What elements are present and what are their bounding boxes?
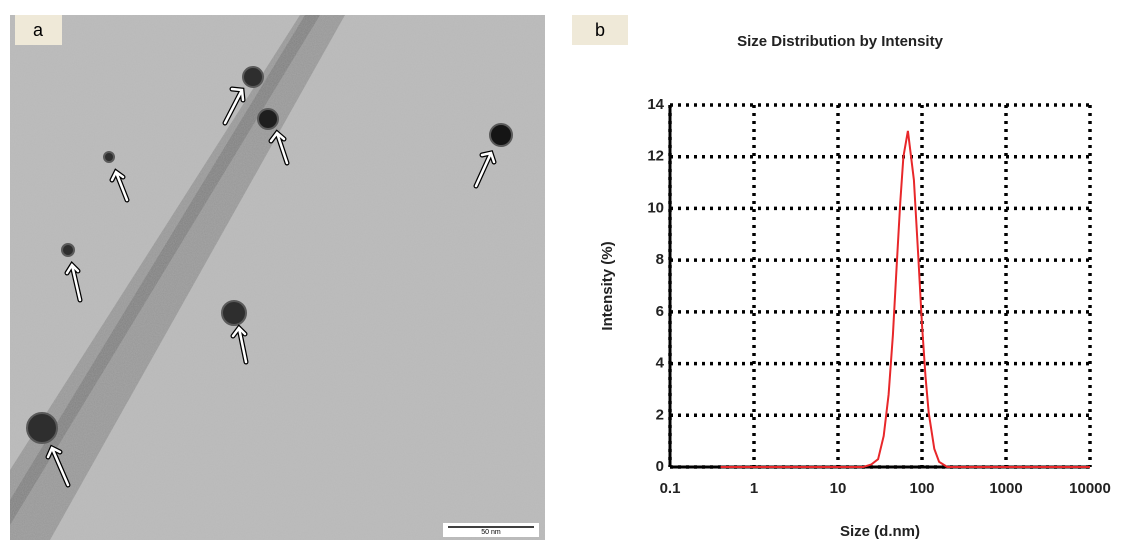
y-tick-label: 4 (656, 355, 665, 372)
panel-label-box (572, 15, 628, 45)
y-tick-label: 6 (656, 303, 664, 320)
x-tick-label: 100 (909, 480, 934, 497)
x-axis-label: Size (d.nm) (840, 523, 920, 540)
y-tick-label: 0 (656, 458, 664, 475)
x-tick-label: 10000 (1069, 480, 1111, 497)
panel-label: a (33, 20, 44, 40)
data-line (720, 130, 1090, 468)
x-tick-label: 1000 (989, 480, 1022, 497)
chart-title: Size Distribution by Intensity (737, 33, 944, 50)
y-tick-label: 12 (647, 148, 664, 165)
micrograph: 50 nm (10, 15, 545, 540)
panel-label: b (595, 20, 605, 40)
y-tick-label: 14 (647, 96, 664, 113)
x-tick-label: 10 (830, 480, 847, 497)
y-axis-label: Intensity (%) (599, 241, 616, 330)
y-tick-label: 2 (656, 406, 664, 423)
x-tick-label: 0.1 (660, 480, 681, 497)
y-tick-label: 8 (656, 251, 664, 268)
y-tick-label: 10 (647, 199, 664, 216)
panel-label-box (15, 15, 62, 45)
scale-bar-label: 50 nm (481, 529, 501, 536)
x-tick-label: 1 (750, 480, 758, 497)
